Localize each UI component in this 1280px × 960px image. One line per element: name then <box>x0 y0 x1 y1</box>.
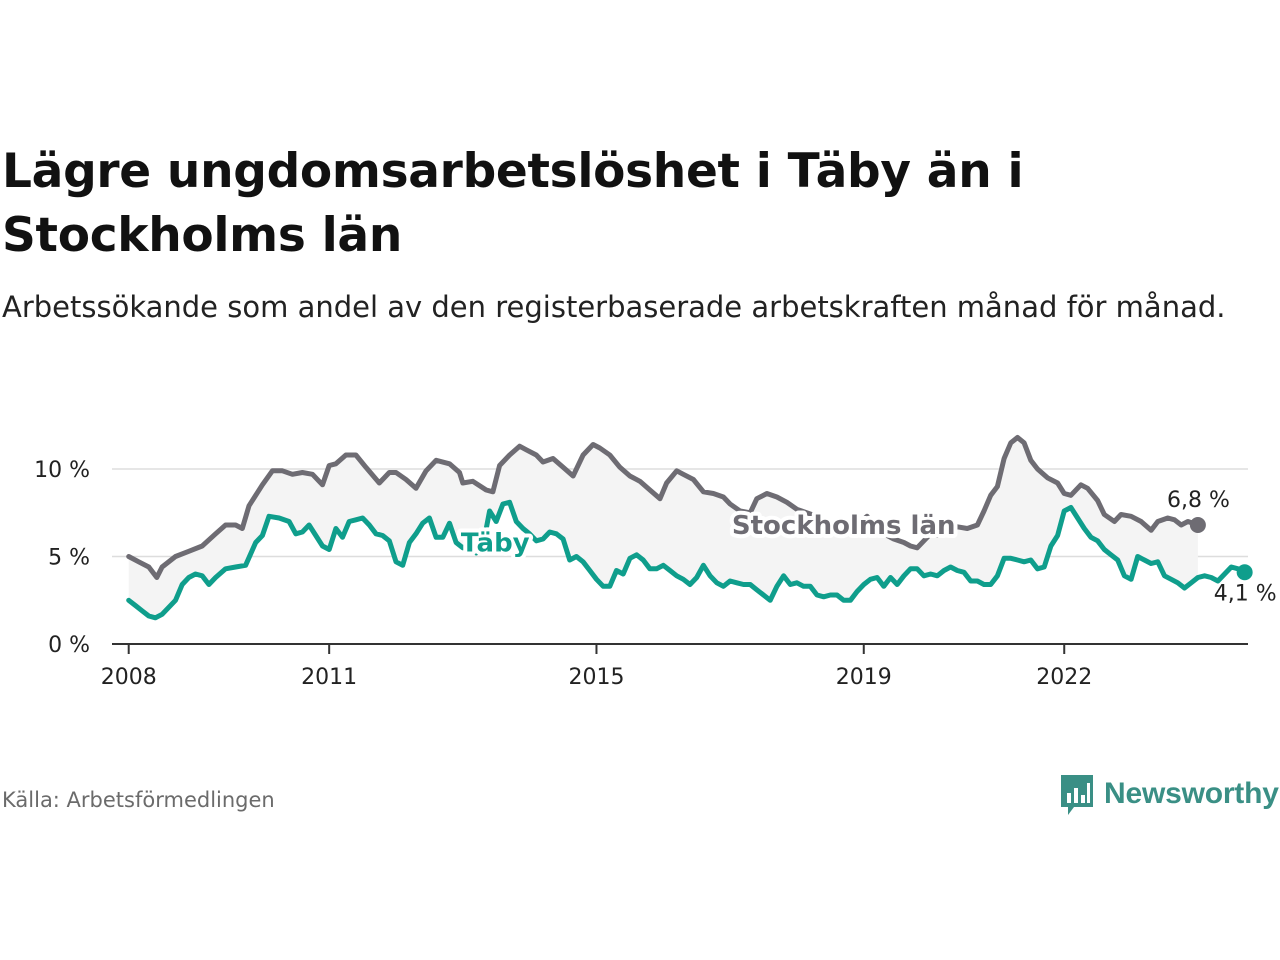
x-tick-label: 2011 <box>301 665 357 690</box>
series-name-halo-taby: Täby <box>461 529 530 559</box>
end-marker-stockholm <box>1189 517 1206 533</box>
series-name-stockholm: Stockholms län <box>732 511 956 541</box>
series-name-halo-stockholm: Stockholms län <box>732 511 956 541</box>
series-line-taby <box>126 499 1248 621</box>
axes: 0 % 5 % 10 % 2008 2011 2015 2019 2022 <box>34 458 1248 690</box>
series-lines <box>126 435 1253 621</box>
chart-title: Lägre ungdomsarbetslöshet i Täby än i St… <box>2 144 1024 263</box>
newsworthy-logo-text: Newsworthy <box>1104 777 1279 810</box>
x-tick-label: 2008 <box>101 665 157 690</box>
gap-band <box>128 437 1198 618</box>
source-note: Källa: Arbetsförmedlingen <box>2 788 275 812</box>
end-marker-taby <box>1236 564 1253 581</box>
x-tick-label: 2015 <box>568 665 624 690</box>
x-tick-label: 2019 <box>836 665 892 690</box>
line-chart: 0 % 5 % 10 % 2008 2011 2015 2019 2022 6,8 % 4,1 … <box>34 435 1277 690</box>
y-tick-label: 10 % <box>34 458 90 483</box>
end-label-stockholm: 6,8 % <box>1167 488 1230 513</box>
newsworthy-logo-icon <box>1061 775 1093 815</box>
y-tick-label: 5 % <box>48 546 90 571</box>
end-label-taby: 4,1 % <box>1214 581 1277 606</box>
chart-subtitle: Arbetssökande som andel av den registerb… <box>2 290 1226 324</box>
series-line-stockholm <box>126 435 1201 580</box>
x-tick-label: 2022 <box>1036 665 1092 690</box>
newsworthy-logo[interactable]: Newsworthy <box>1058 770 1280 818</box>
y-tick-label: 0 % <box>48 633 90 658</box>
series-name-taby: Täby <box>461 529 530 559</box>
